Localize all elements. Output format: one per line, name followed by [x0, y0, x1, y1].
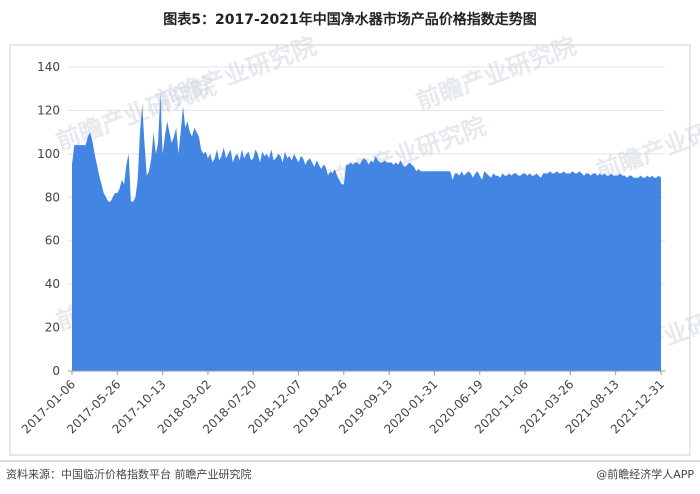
y-tick-label: 120: [37, 103, 60, 117]
chart-title: 图表5：2017-2021年中国净水器市场产品价格指数走势图: [163, 11, 536, 28]
plot-frame: [9, 44, 691, 456]
y-tick-label: 140: [37, 60, 60, 74]
y-tick-label: 20: [45, 321, 60, 335]
watermark: 前瞻产业研究院: [412, 32, 579, 116]
watermark: 前瞻产业研究院: [592, 102, 700, 186]
area: [72, 93, 661, 371]
y-tick-label: 80: [45, 190, 60, 204]
y-tick-label: 40: [45, 277, 60, 291]
watermark: 前瞻产业研究院: [152, 32, 319, 116]
source: 资料来源：中国临沂价格指数平台 前瞻产业研究院: [6, 467, 252, 481]
y-tick-label: 60: [45, 234, 60, 248]
y-tick-label: 100: [37, 147, 60, 161]
y-tick-label: 0: [52, 364, 60, 378]
credit: @前瞻经济学人APP: [596, 467, 694, 481]
